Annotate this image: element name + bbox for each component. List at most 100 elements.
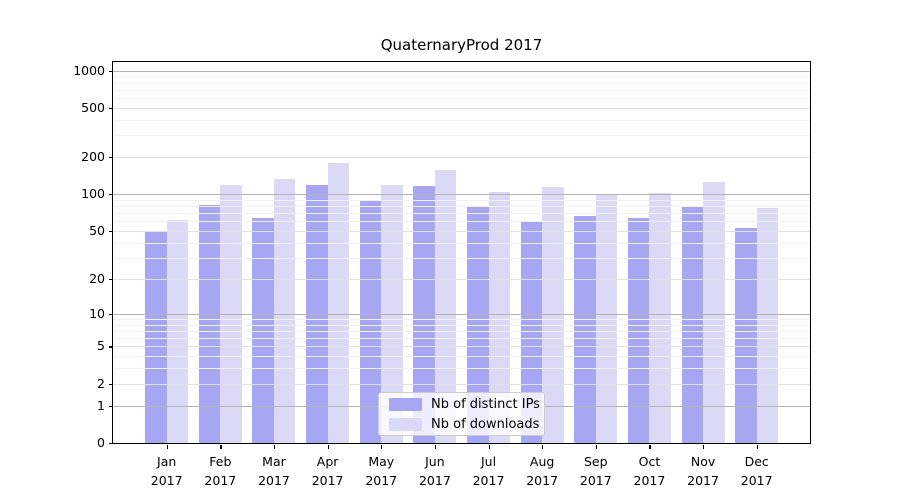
y-tick-mark xyxy=(108,346,113,348)
y-major-gridline xyxy=(113,157,810,159)
y-major-gridline xyxy=(113,313,810,315)
legend-item-distinct-ips: Nb of distinct IPs xyxy=(389,397,540,412)
bar-distinct-ips xyxy=(145,231,167,443)
x-tick-label: Jun 2017 xyxy=(408,452,462,490)
y-minor-gridline xyxy=(113,330,810,332)
y-tick-mark xyxy=(108,70,113,72)
x-tick-label-line: 2017 xyxy=(740,473,773,488)
y-major-gridline xyxy=(113,231,810,233)
y-tick-label: 20 xyxy=(89,270,105,286)
x-tick-label-line: 2017 xyxy=(365,473,398,488)
x-tick-label-line: Jan xyxy=(157,454,177,469)
y-minor-gridline xyxy=(113,338,810,340)
x-tick-mark xyxy=(488,444,490,449)
x-tick-label-line: 2017 xyxy=(311,473,344,488)
x-tick-label: Jan 2017 xyxy=(140,452,194,490)
x-tick-label: Oct 2017 xyxy=(622,452,676,490)
y-minor-gridline xyxy=(113,206,810,208)
x-tick-label-line: 2017 xyxy=(258,473,290,488)
y-major-gridline xyxy=(113,383,810,385)
y-major-gridline xyxy=(113,346,810,348)
x-tick-label-line: May xyxy=(368,454,395,469)
x-tick-label: Sep 2017 xyxy=(569,452,623,490)
y-tick-mark xyxy=(108,194,113,196)
y-major-gridline xyxy=(113,194,810,196)
y-tick-label: 100 xyxy=(81,186,105,202)
y-minor-gridline xyxy=(113,89,810,91)
y-tick-mark xyxy=(108,157,113,159)
x-tick-mark xyxy=(542,444,544,449)
y-tick-label: 1000 xyxy=(73,62,105,78)
y-tick-label: 50 xyxy=(89,223,105,239)
bar-distinct-ips xyxy=(627,218,650,443)
x-tick-label: May 2017 xyxy=(354,452,408,490)
bar-distinct-ips xyxy=(252,218,274,443)
y-minor-gridline xyxy=(113,242,810,244)
x-tick-label: Nov 2017 xyxy=(676,452,730,490)
y-tick-label: 5 xyxy=(97,338,105,354)
y-major-gridline xyxy=(113,107,810,109)
x-tick-label-line: 2017 xyxy=(579,473,612,488)
y-tick-label: 10 xyxy=(89,305,105,321)
y-minor-gridline xyxy=(113,199,810,201)
x-tick-label-line: Oct xyxy=(638,454,661,469)
y-minor-gridline xyxy=(113,135,810,137)
bar-downloads xyxy=(703,181,725,443)
bar-downloads xyxy=(434,169,457,443)
y-minor-gridline xyxy=(113,221,810,223)
x-tick-label-line: Jun xyxy=(425,454,445,469)
x-tick-mark xyxy=(649,444,651,449)
x-tick-mark xyxy=(703,444,705,449)
y-minor-gridline xyxy=(113,324,810,326)
y-tick-mark xyxy=(108,443,113,445)
bar-distinct-ips xyxy=(198,204,221,443)
y-minor-gridline xyxy=(113,356,810,358)
legend-item-downloads: Nb of downloads xyxy=(389,417,539,432)
y-minor-gridline xyxy=(113,76,810,78)
y-tick-mark xyxy=(108,278,113,281)
x-tick-label: Apr 2017 xyxy=(301,452,355,490)
y-minor-gridline xyxy=(113,119,810,121)
x-tick-mark xyxy=(220,444,222,449)
x-tick-label-line: Mar xyxy=(262,454,286,469)
x-tick-label: Aug 2017 xyxy=(515,452,569,490)
y-major-gridline xyxy=(113,278,810,280)
x-tick-label-line: Aug xyxy=(529,454,555,469)
x-tick-label-line: Jul xyxy=(480,454,497,469)
x-tick-label-line: Apr xyxy=(316,454,339,469)
y-minor-gridline xyxy=(113,213,810,215)
legend-label-downloads: Nb of downloads xyxy=(431,416,540,432)
x-tick-label-line: Feb xyxy=(209,454,232,469)
x-tick-label-line: 2017 xyxy=(418,473,451,488)
x-tick-label: Dec 2017 xyxy=(730,452,784,490)
y-tick-mark xyxy=(108,405,113,407)
x-tick-label-line: Nov xyxy=(690,454,716,469)
bar-downloads xyxy=(542,186,564,443)
bar-distinct-ips xyxy=(735,228,757,443)
bar-distinct-ips xyxy=(574,216,596,443)
y-tick-mark xyxy=(108,313,113,315)
x-tick-label-line: 2017 xyxy=(633,473,666,488)
y-major-gridline xyxy=(113,70,810,72)
y-minor-gridline xyxy=(113,257,810,259)
x-tick-label: Feb 2017 xyxy=(193,452,247,490)
legend: Nb of distinct IPs Nb of downloads xyxy=(378,392,545,436)
y-minor-gridline xyxy=(113,318,810,320)
x-tick-label: Mar 2017 xyxy=(247,452,301,490)
x-tick-mark xyxy=(381,444,383,449)
chart-title: QuaternaryProd 2017 xyxy=(380,36,543,54)
x-tick-mark xyxy=(166,444,168,449)
bar-downloads xyxy=(649,192,671,443)
bar-downloads xyxy=(488,191,511,443)
y-tick-label: 200 xyxy=(81,149,105,165)
bar-downloads xyxy=(327,162,350,443)
x-tick-label-line: 2017 xyxy=(472,473,505,488)
x-tick-label-line: 2017 xyxy=(687,473,719,488)
x-tick-mark xyxy=(327,444,329,449)
x-tick-label-line: Dec xyxy=(744,454,769,469)
bar-downloads xyxy=(273,179,296,443)
legend-swatch-distinct-ips xyxy=(389,397,422,411)
y-minor-gridline xyxy=(113,82,810,84)
y-tick-mark xyxy=(108,231,113,233)
